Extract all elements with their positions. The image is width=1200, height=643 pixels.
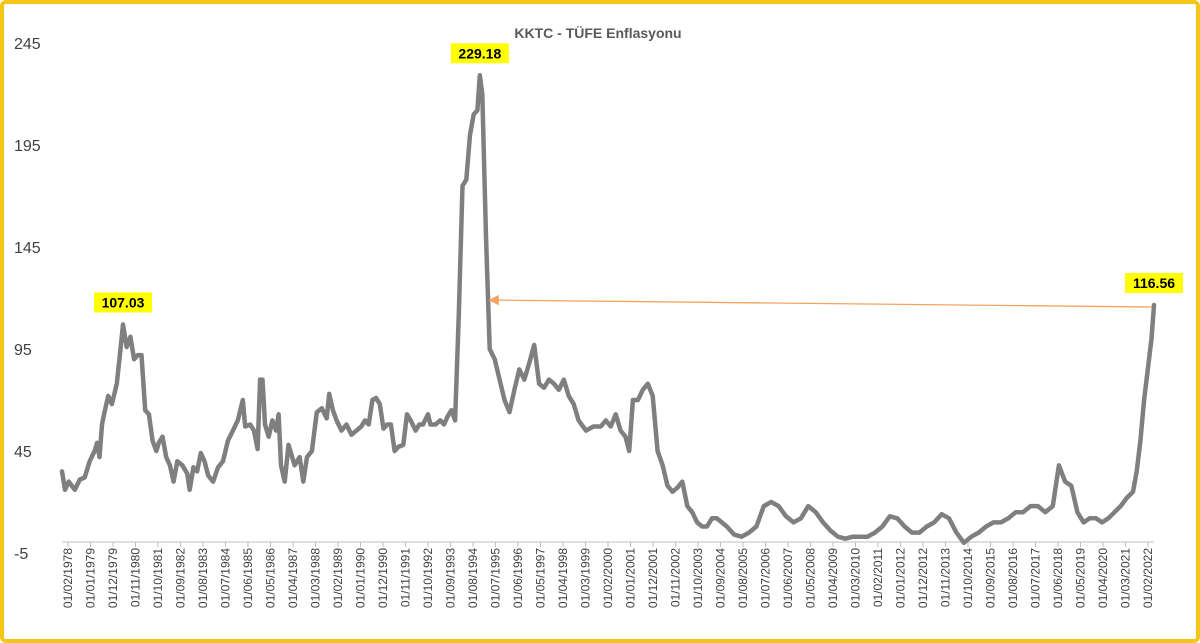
value-callout-highlight (450, 43, 509, 64)
x-tick-label: 01/08/2016 (1006, 548, 1020, 608)
y-tick-label: 45 (14, 444, 32, 461)
x-tick-label: 01/09/2015 (984, 548, 998, 608)
series-layer (59, 73, 1157, 546)
value-callout-label: 107.03 (102, 294, 145, 310)
x-tick-label: 01/12/2001 (646, 548, 660, 608)
x-tick-label: 01/03/2021 (1119, 548, 1133, 608)
x-tick-label: 01/04/1987 (286, 548, 300, 608)
x-tick-label: 01/10/2003 (691, 548, 705, 608)
x-axis: 01/02/1978 01/01/1979 01/12/1979 01/11/1980… (61, 542, 1155, 608)
x-tick-label: 01/08/1994 (466, 548, 480, 608)
x-tick-label: 01/02/2011 (871, 548, 885, 607)
x-tick-label: 01/10/1992 (421, 548, 435, 608)
x-tick-label: 01/04/2009 (826, 548, 840, 608)
x-tick-label: 01/11/1980 (129, 548, 143, 607)
value-callout-highlight (1125, 273, 1183, 294)
x-tick-label: 01/02/1978 (61, 548, 75, 608)
x-tick-label: 01/02/2022 (1141, 548, 1155, 608)
x-tick-label: 01/04/1998 (556, 548, 570, 608)
y-tick-label: -5 (14, 546, 28, 563)
x-tick-label: 01/10/2014 (961, 548, 975, 608)
x-tick-label: 01/04/2020 (1096, 548, 1110, 608)
x-tick-label: 01/10/1981 (151, 548, 165, 608)
x-tick-label: 01/06/2018 (1051, 548, 1065, 608)
x-tick-label: 01/09/1982 (174, 548, 188, 608)
x-tick-label: 01/11/1991 (399, 548, 413, 607)
annotation-layer: 107.03 229.18 116.56 (93, 43, 1183, 313)
series-line (59, 73, 1157, 546)
x-tick-label: 01/09/1993 (444, 548, 458, 608)
x-tick-label: 01/08/2005 (736, 548, 750, 608)
x-tick-label: 01/07/2017 (1029, 548, 1043, 608)
y-axis: 245 195 145 95 45 -5 (14, 36, 41, 563)
x-tick-label: 01/01/1990 (354, 548, 368, 608)
x-tick-label: 01/12/1979 (106, 548, 120, 608)
y-tick-label: 145 (14, 240, 41, 257)
y-tick-label: 95 (14, 342, 32, 359)
x-tick-label: 01/11/2002 (669, 548, 683, 607)
x-tick-label: 01/09/2004 (714, 548, 728, 608)
value-callout-label: 116.56 (1133, 275, 1175, 291)
x-tick-label: 01/12/2012 (916, 548, 930, 608)
x-tick-label: 01/06/2007 (781, 548, 795, 608)
x-tick-label: 01/05/2019 (1074, 548, 1088, 608)
x-tick-label: 01/01/2001 (624, 548, 638, 608)
x-tick-label: 01/02/1989 (331, 548, 345, 608)
chart-title: KKTC - TÜFE Enflasyonu (514, 25, 681, 41)
x-tick-label: 01/07/1995 (489, 548, 503, 608)
x-tick-label: 01/02/2000 (601, 548, 615, 608)
value-callout-highlight (93, 292, 152, 313)
value-callout-label: 229.18 (458, 45, 501, 61)
x-tick-label: 01/08/1983 (196, 548, 210, 608)
x-tick-label: 01/01/1979 (84, 548, 98, 608)
y-tick-label: 195 (14, 138, 41, 155)
x-tick-label: 01/03/2010 (849, 548, 863, 608)
y-tick-label: 245 (14, 36, 41, 53)
comparison-arrow (488, 294, 1153, 308)
x-tick-label: 01/05/1986 (264, 548, 278, 608)
x-tick-label: 01/01/2012 (894, 548, 908, 608)
x-tick-label: 01/06/1996 (511, 548, 525, 608)
x-tick-label: 01/05/2008 (804, 548, 818, 608)
x-tick-label: 01/05/1997 (534, 548, 548, 608)
x-tick-label: 01/12/1990 (376, 548, 390, 608)
x-tick-label: 01/11/2013 (939, 548, 953, 607)
x-tick-label: 01/06/1985 (241, 548, 255, 608)
x-tick-label: 01/03/1999 (579, 548, 593, 608)
x-tick-label: 01/07/2006 (759, 548, 773, 608)
x-tick-label: 01/07/1984 (219, 548, 233, 608)
x-tick-label: 01/03/1988 (309, 548, 323, 608)
